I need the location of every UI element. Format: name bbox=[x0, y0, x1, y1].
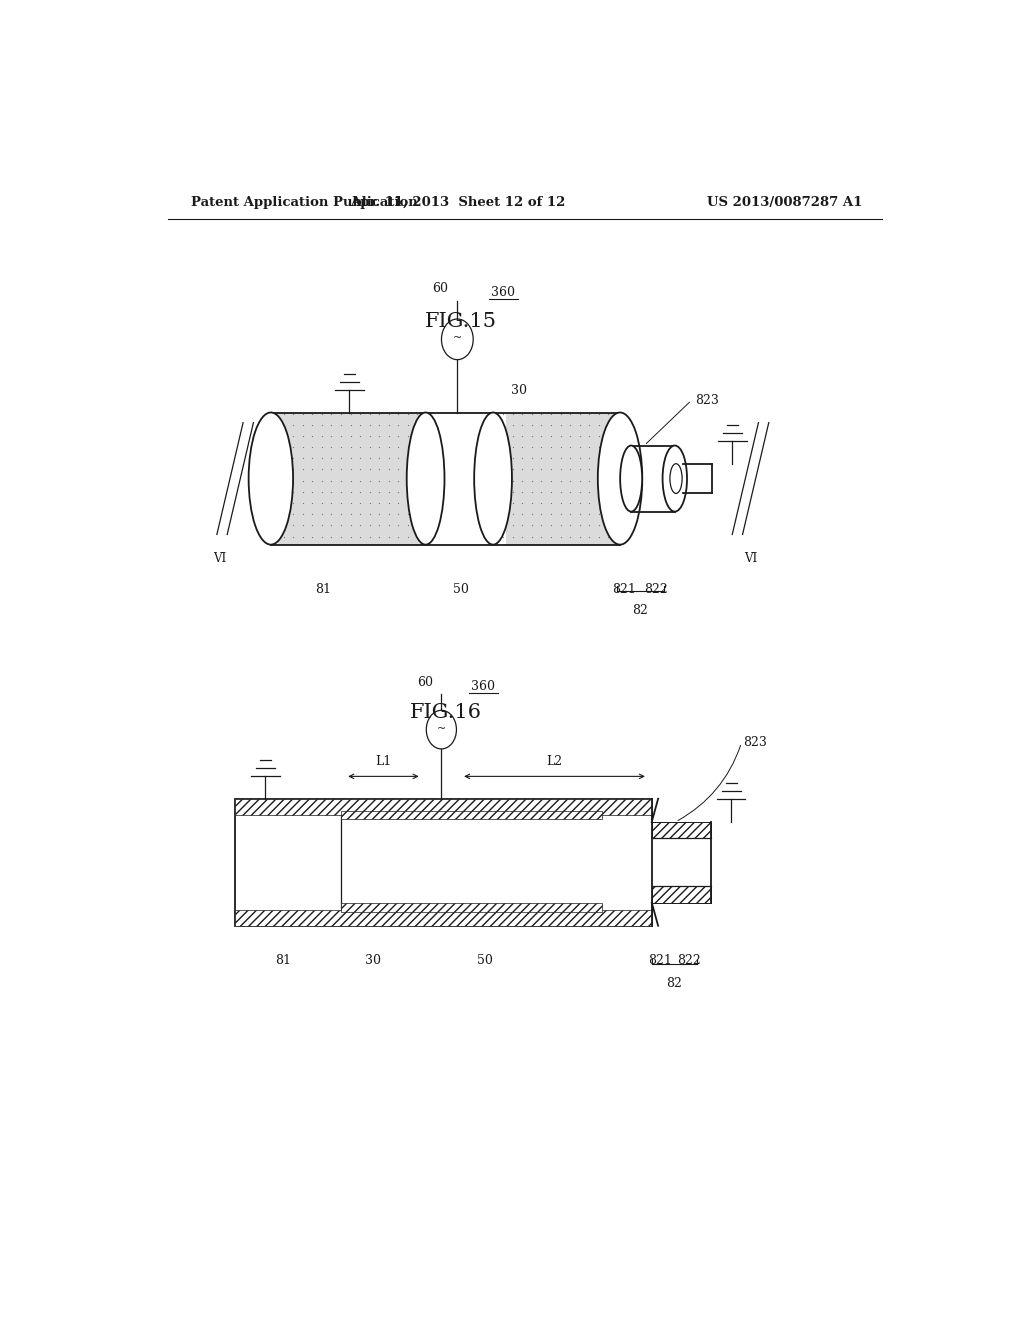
Text: FIG.16: FIG.16 bbox=[410, 702, 481, 722]
Text: VI: VI bbox=[743, 552, 757, 565]
Ellipse shape bbox=[249, 412, 293, 545]
Text: 822: 822 bbox=[644, 583, 668, 597]
Bar bbox=[236, 909, 652, 925]
Text: ~: ~ bbox=[453, 334, 462, 343]
Ellipse shape bbox=[670, 463, 682, 494]
Bar bbox=[652, 887, 712, 903]
Bar bbox=[270, 413, 620, 545]
Text: 822: 822 bbox=[677, 954, 701, 968]
Text: 82: 82 bbox=[633, 603, 648, 616]
Text: 82: 82 bbox=[667, 977, 682, 990]
Text: 81: 81 bbox=[315, 583, 331, 597]
Ellipse shape bbox=[474, 412, 512, 545]
Bar bbox=[652, 822, 712, 838]
Text: L1: L1 bbox=[376, 755, 391, 768]
Ellipse shape bbox=[621, 446, 642, 512]
Bar bbox=[236, 799, 652, 925]
Bar bbox=[497, 413, 615, 545]
Ellipse shape bbox=[598, 412, 642, 545]
Text: 823: 823 bbox=[743, 737, 767, 750]
Text: 360: 360 bbox=[492, 285, 515, 298]
Ellipse shape bbox=[663, 446, 687, 512]
Ellipse shape bbox=[407, 412, 444, 545]
Text: VI: VI bbox=[213, 552, 226, 565]
Text: 821: 821 bbox=[648, 954, 672, 968]
Text: Patent Application Publication: Patent Application Publication bbox=[191, 195, 418, 209]
Bar bbox=[236, 799, 652, 814]
Bar bbox=[278, 413, 422, 545]
Text: US 2013/0087287 A1: US 2013/0087287 A1 bbox=[707, 195, 862, 209]
Text: 30: 30 bbox=[511, 384, 527, 397]
Text: ~: ~ bbox=[437, 723, 446, 734]
Bar bbox=[341, 810, 602, 820]
Text: 823: 823 bbox=[695, 393, 719, 407]
Bar bbox=[341, 903, 602, 912]
Text: 821: 821 bbox=[612, 583, 636, 597]
Text: L2: L2 bbox=[547, 755, 562, 768]
Text: 60: 60 bbox=[432, 281, 447, 294]
Text: FIG.15: FIG.15 bbox=[425, 312, 498, 330]
Text: 30: 30 bbox=[365, 954, 381, 968]
Bar bbox=[631, 446, 675, 512]
Text: 60: 60 bbox=[418, 676, 433, 689]
Text: 360: 360 bbox=[471, 680, 496, 693]
Text: 50: 50 bbox=[454, 583, 469, 597]
Text: Apr. 11, 2013  Sheet 12 of 12: Apr. 11, 2013 Sheet 12 of 12 bbox=[349, 195, 565, 209]
Text: 81: 81 bbox=[275, 954, 291, 968]
Text: 50: 50 bbox=[477, 954, 494, 968]
Bar bbox=[439, 413, 507, 545]
